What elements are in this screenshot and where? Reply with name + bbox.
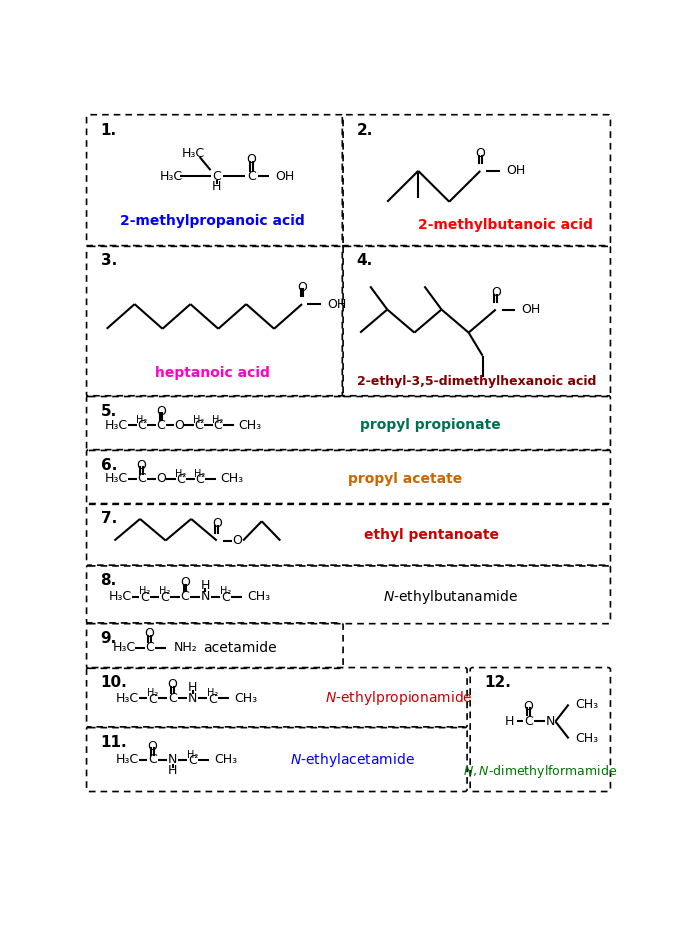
Text: C: C [194,420,203,432]
Text: O: O [156,405,166,418]
Text: H₂: H₂ [136,415,147,424]
Text: O: O [137,458,146,472]
Text: C: C [524,715,532,728]
Text: C: C [140,591,149,604]
Text: H₂: H₂ [192,415,204,424]
Text: 2-methylpropanoic acid: 2-methylpropanoic acid [120,214,305,228]
Text: $\mathit{N,N}$-dimethylformamide: $\mathit{N,N}$-dimethylformamide [463,763,617,780]
Text: 5.: 5. [101,404,117,419]
Text: $\mathit{N}$-ethylacetamide: $\mathit{N}$-ethylacetamide [290,751,415,769]
Text: N: N [188,692,197,704]
Text: O: O [475,147,486,160]
Text: OH: OH [328,298,347,310]
Text: OH: OH [275,170,294,183]
Text: N: N [545,715,555,728]
Text: H₂: H₂ [187,750,199,759]
Text: ethyl pentanoate: ethyl pentanoate [364,528,499,542]
Text: H: H [188,681,197,694]
Text: O: O [144,627,154,640]
Text: O: O [211,517,222,530]
Text: 11.: 11. [101,735,127,750]
Text: 2.: 2. [356,123,373,138]
Text: H₃C: H₃C [116,692,139,704]
Text: 8.: 8. [101,573,117,588]
Text: O: O [232,534,242,547]
Text: O: O [524,700,533,713]
Text: 1.: 1. [101,123,117,138]
Text: H₂: H₂ [220,587,231,596]
Text: CH₃: CH₃ [235,692,258,704]
Text: H₂: H₂ [147,688,158,698]
Text: 2-methylbutanoic acid: 2-methylbutanoic acid [418,218,593,232]
Text: O: O [180,576,190,589]
Text: 4.: 4. [356,254,373,269]
Text: 10.: 10. [101,675,127,690]
Text: 2-ethyl-3,5-dimethylhexanoic acid: 2-ethyl-3,5-dimethylhexanoic acid [357,374,596,388]
Text: C: C [248,170,256,183]
Text: C: C [195,473,204,487]
Text: H₃C: H₃C [182,147,205,159]
Text: OH: OH [522,303,541,316]
Text: CH₃: CH₃ [575,698,598,711]
Text: 7.: 7. [101,511,117,526]
Text: O: O [156,472,166,486]
Text: N: N [168,753,177,767]
Text: C: C [221,591,230,604]
Text: propyl acetate: propyl acetate [348,472,463,486]
Text: O: O [148,739,157,753]
Text: NH₂: NH₂ [174,641,198,654]
Text: H: H [505,715,514,728]
Text: 12.: 12. [484,675,511,690]
Text: H₃C: H₃C [108,590,131,604]
Text: C: C [209,692,217,705]
Text: C: C [168,692,177,704]
Text: CH₃: CH₃ [214,753,237,767]
Text: H: H [168,764,177,777]
Text: C: C [188,754,197,768]
Text: 9.: 9. [101,631,117,646]
Text: C: C [137,472,146,486]
Text: $\mathit{N}$-ethylpropionamide: $\mathit{N}$-ethylpropionamide [325,689,473,707]
Text: 6.: 6. [101,457,117,472]
Text: H₂: H₂ [159,587,171,596]
Text: H₃C: H₃C [160,170,184,183]
Text: CH₃: CH₃ [247,590,270,604]
Text: O: O [491,286,500,299]
Text: O: O [247,153,256,166]
Text: C: C [160,591,169,604]
Text: C: C [176,473,185,487]
Text: C: C [181,590,189,604]
Text: C: C [213,420,222,432]
Text: C: C [212,170,221,183]
Text: H₂: H₂ [212,415,223,424]
Text: O: O [168,678,177,691]
Text: H₃C: H₃C [116,753,139,767]
Text: H₃C: H₃C [105,419,128,432]
Text: C: C [137,420,146,432]
Text: C: C [145,641,154,654]
Text: H₃C: H₃C [105,472,128,486]
Text: H₂: H₂ [175,469,186,478]
Text: H₂: H₂ [207,688,218,698]
Text: C: C [156,419,165,432]
Text: CH₃: CH₃ [239,419,262,432]
Text: OH: OH [506,164,525,177]
Text: H: H [212,180,222,192]
Text: CH₃: CH₃ [575,732,598,745]
Text: 3.: 3. [101,254,117,269]
Text: heptanoic acid: heptanoic acid [156,367,271,380]
Text: O: O [297,281,307,293]
Text: C: C [148,753,157,767]
Text: O: O [174,419,184,432]
Text: CH₃: CH₃ [220,472,243,486]
Text: N: N [201,590,210,604]
Text: H₂: H₂ [139,587,150,596]
Text: H₃C: H₃C [112,641,135,654]
Text: propyl propionate: propyl propionate [360,418,501,432]
Text: $\mathit{N}$-ethylbutanamide: $\mathit{N}$-ethylbutanamide [384,587,518,605]
Text: H₂: H₂ [194,469,205,478]
Text: H: H [201,579,210,592]
Text: C: C [148,692,157,705]
Text: acetamide: acetamide [203,640,277,654]
